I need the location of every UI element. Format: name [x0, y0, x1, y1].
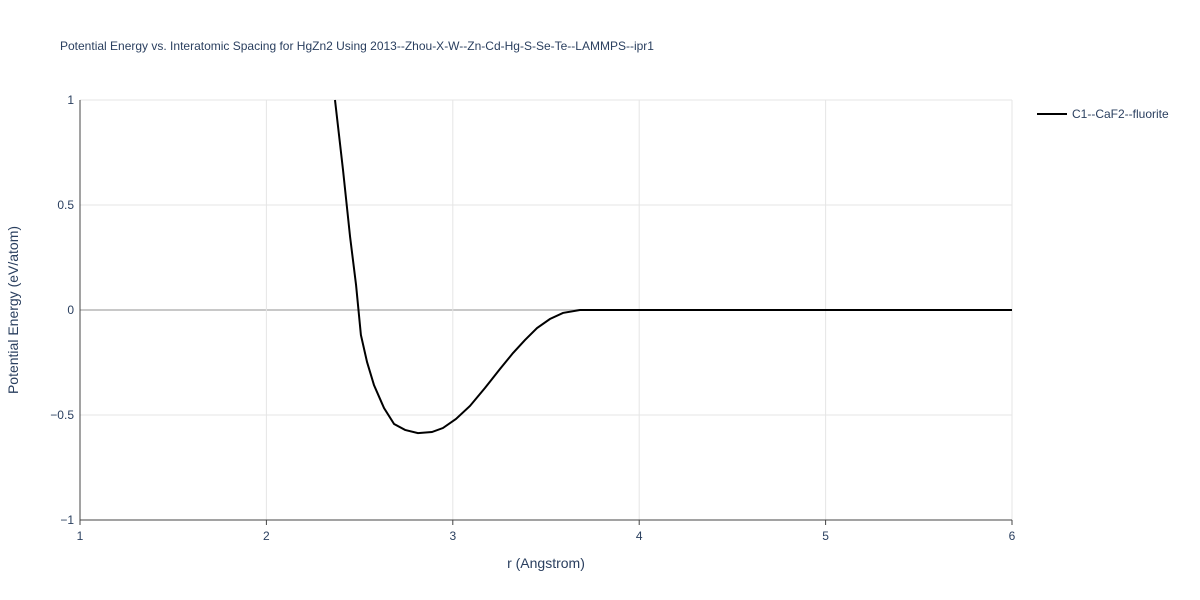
x-tick-label: 2: [263, 529, 270, 543]
x-tick-label: 3: [449, 529, 456, 543]
chart-title: Potential Energy vs. Interatomic Spacing…: [60, 39, 654, 53]
x-tick-label: 6: [1009, 529, 1016, 543]
x-axis-title: r (Angstrom): [507, 555, 585, 571]
y-axis-title: Potential Energy (eV/atom): [5, 226, 21, 394]
y-tick-label: 0: [67, 303, 74, 317]
legend-label: C1--CaF2--fluorite: [1072, 107, 1169, 121]
y-tick-label: 1: [67, 93, 74, 107]
line: [334, 99, 1012, 435]
y-tick-label: −1: [60, 513, 74, 527]
y-tick-label: −0.5: [50, 408, 74, 422]
y-tick-label: 0.5: [57, 198, 74, 212]
x-tick-label: 1: [77, 529, 84, 543]
x-tick-label: 4: [636, 529, 643, 543]
x-tick-label: 5: [822, 529, 829, 543]
